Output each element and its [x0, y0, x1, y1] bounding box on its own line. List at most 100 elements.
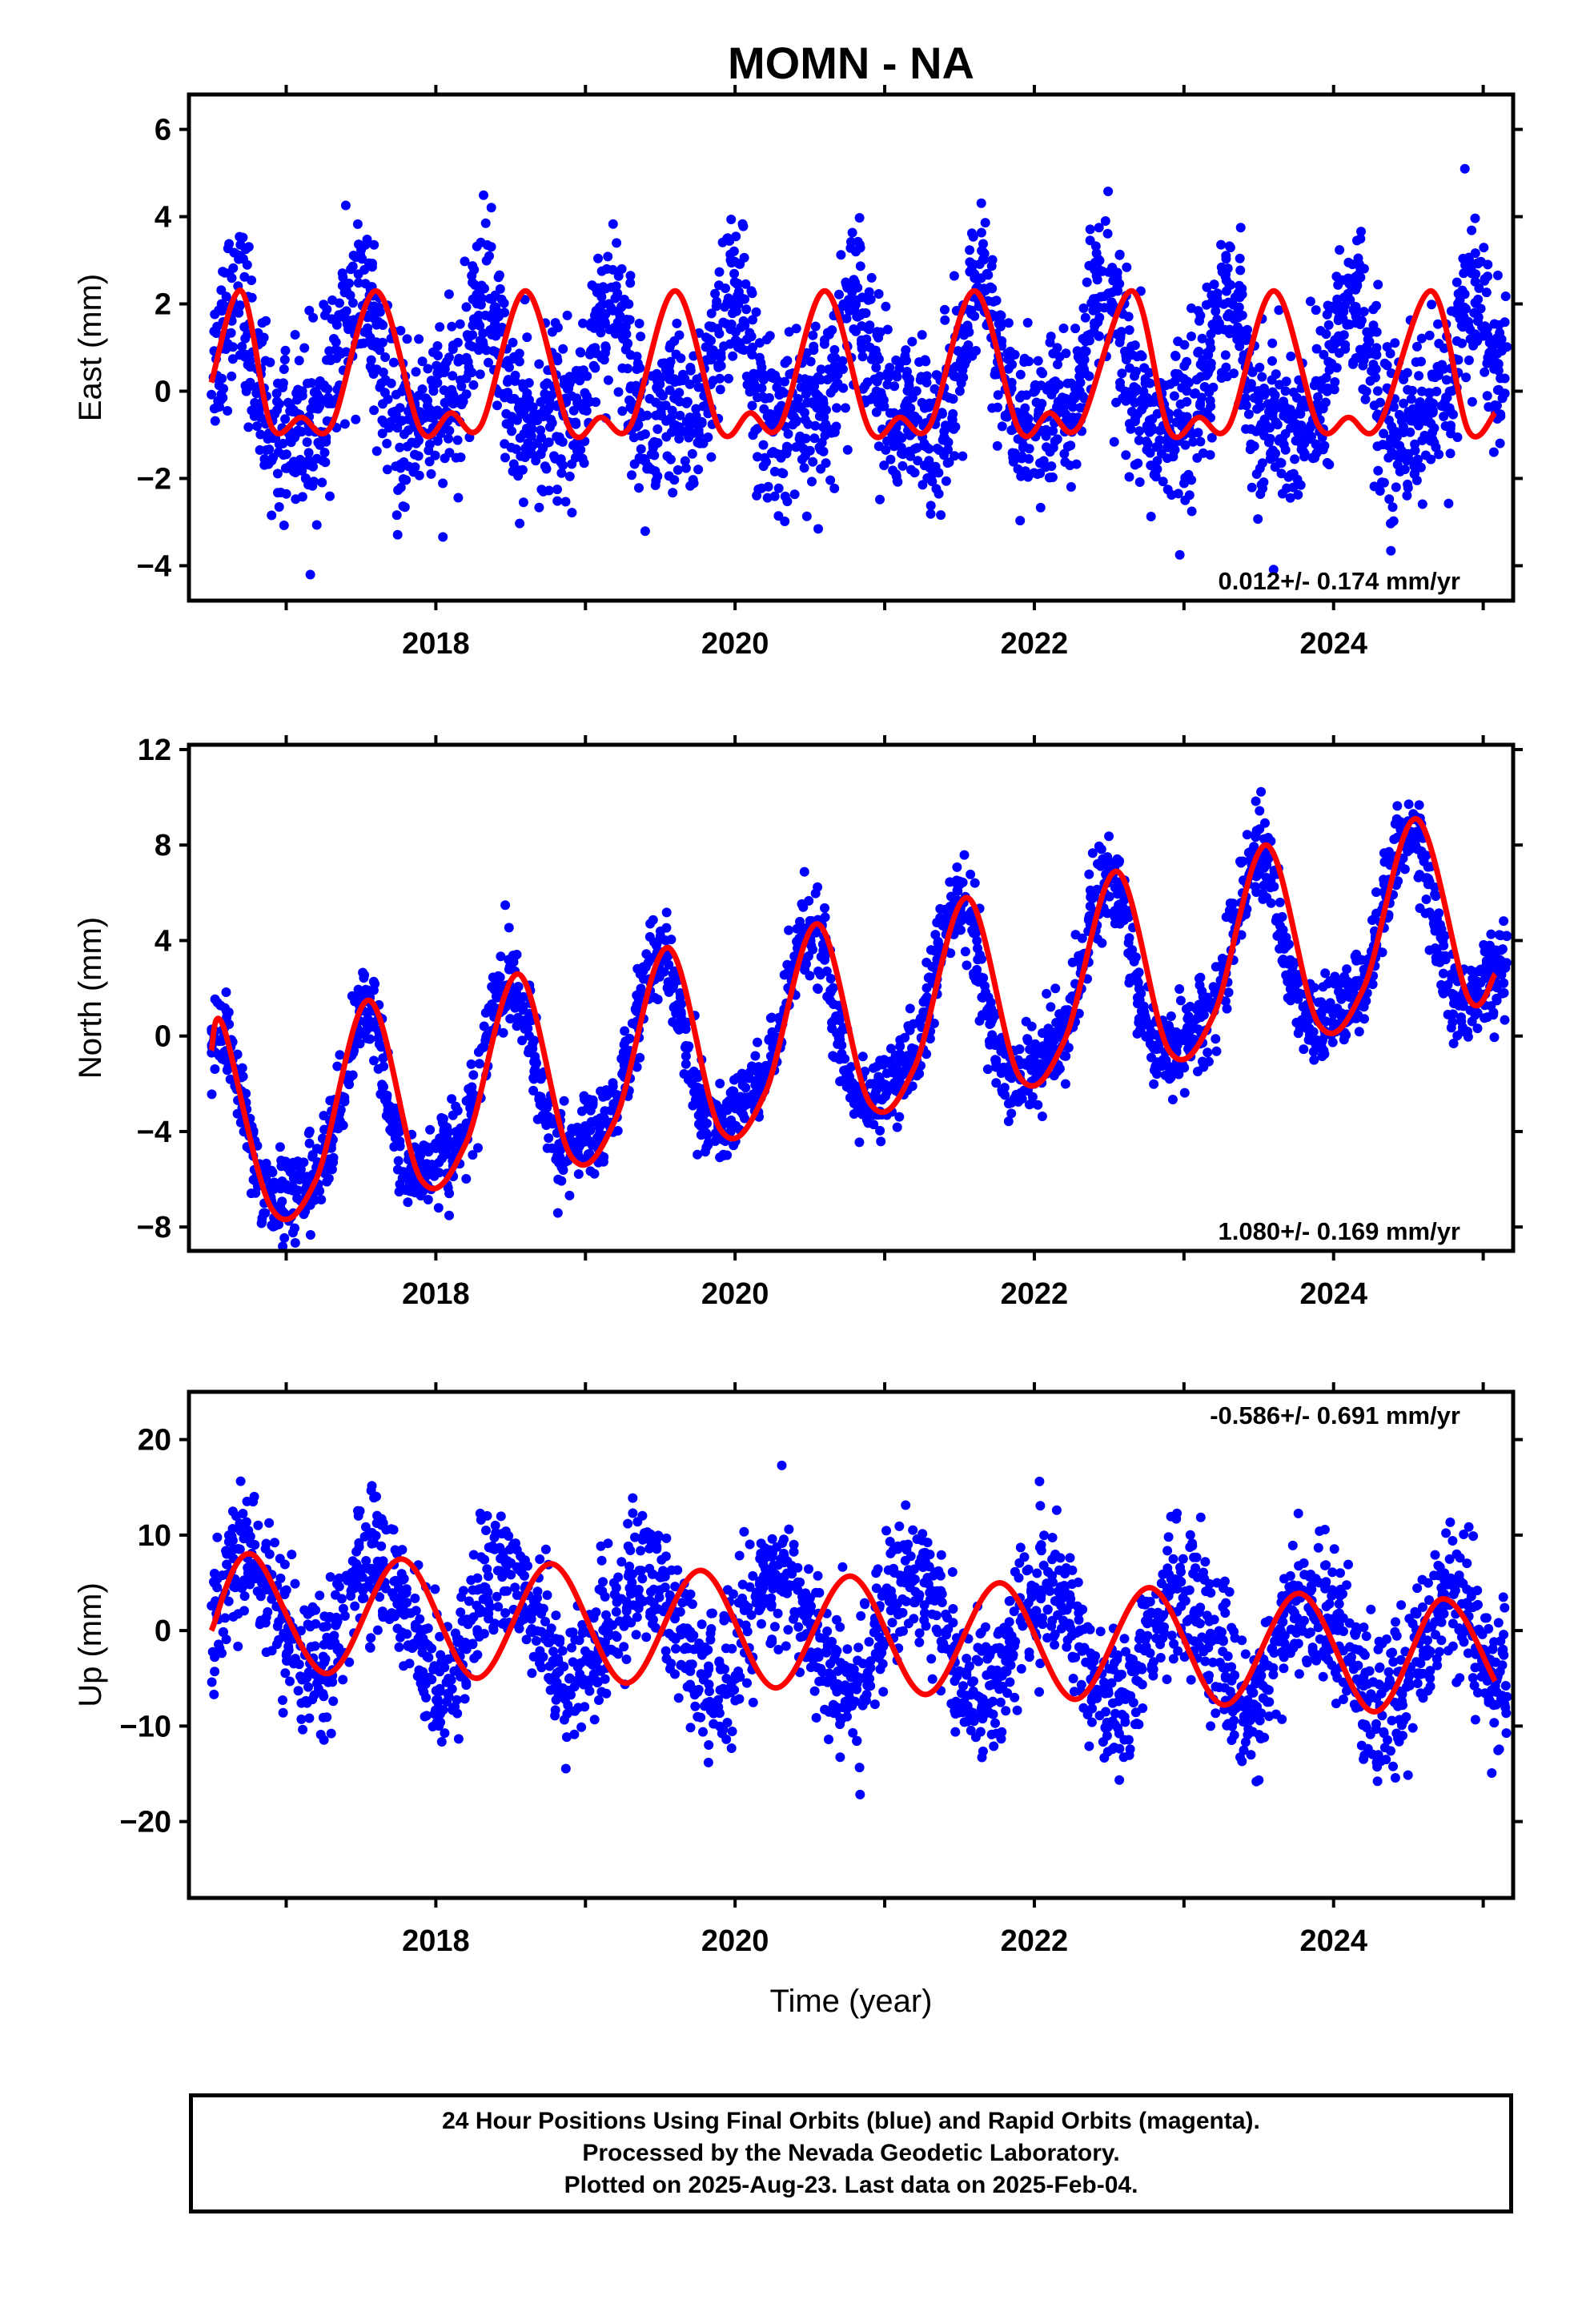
data-point	[795, 431, 805, 441]
data-point	[382, 1092, 392, 1103]
data-point	[544, 437, 554, 448]
data-point	[476, 280, 487, 291]
data-point	[278, 378, 288, 388]
data-point	[435, 322, 445, 332]
data-point	[502, 377, 512, 387]
data-point	[1060, 1079, 1070, 1089]
data-point	[306, 404, 316, 414]
data-point	[520, 295, 530, 305]
data-point	[595, 302, 604, 312]
data-point	[917, 330, 927, 340]
data-point	[783, 428, 793, 439]
data-point	[544, 1133, 554, 1144]
data-point	[906, 464, 916, 475]
data-point	[1095, 292, 1106, 302]
data-point	[859, 1109, 869, 1120]
data-point	[544, 485, 554, 496]
data-point	[243, 422, 254, 432]
data-point	[223, 406, 233, 416]
data-point	[1386, 545, 1396, 556]
data-point	[965, 245, 975, 255]
data-point	[1230, 292, 1240, 303]
data-point	[1221, 251, 1231, 261]
data-point	[452, 435, 463, 445]
data-point	[1295, 408, 1306, 419]
data-point	[799, 866, 809, 877]
data-point	[247, 292, 257, 303]
data-point	[1017, 468, 1026, 478]
data-point	[369, 239, 379, 250]
data-point	[693, 425, 704, 436]
data-point	[596, 1086, 606, 1096]
data-point	[1186, 506, 1197, 517]
data-point	[760, 452, 770, 463]
data-point	[718, 1151, 729, 1160]
data-point	[1033, 356, 1043, 366]
data-point	[948, 394, 958, 404]
data-point	[210, 1064, 220, 1074]
data-point	[564, 1190, 575, 1200]
data-point	[725, 255, 736, 265]
data-point	[1060, 457, 1070, 467]
data-point	[337, 268, 347, 279]
data-point	[717, 237, 728, 247]
data-point	[727, 1086, 737, 1096]
data-point	[530, 1064, 540, 1075]
data-point	[398, 501, 408, 512]
data-point	[650, 466, 661, 476]
data-point	[1208, 382, 1219, 392]
data-point	[714, 328, 725, 339]
data-point	[482, 239, 492, 250]
data-point	[1492, 270, 1503, 280]
data-point	[456, 452, 466, 462]
data-point	[757, 383, 767, 393]
data-point	[1060, 1005, 1070, 1015]
data-point	[1019, 357, 1030, 367]
data-point	[855, 261, 865, 271]
data-point	[596, 292, 607, 302]
data-point	[305, 1230, 315, 1240]
data-point	[378, 320, 388, 330]
data-point	[221, 987, 231, 997]
data-point	[219, 267, 230, 278]
data-point	[1283, 939, 1294, 950]
data-point	[481, 255, 492, 266]
data-point	[918, 1007, 929, 1017]
data-point	[1179, 1063, 1190, 1073]
data-point	[1267, 356, 1277, 366]
data-point	[274, 439, 284, 449]
data-point	[1258, 484, 1267, 493]
data-point	[1275, 897, 1285, 907]
data-point	[1459, 302, 1469, 312]
data-point	[1406, 394, 1416, 404]
data-point	[1100, 216, 1110, 226]
data-point	[616, 1054, 627, 1063]
data-point	[845, 280, 855, 291]
data-point	[1415, 462, 1426, 472]
data-point	[432, 378, 443, 388]
data-point	[363, 328, 372, 338]
data-point	[1142, 392, 1152, 403]
data-point	[875, 494, 885, 505]
data-point	[1109, 436, 1119, 447]
data-point	[500, 900, 511, 911]
data-point	[813, 984, 823, 994]
data-point	[1150, 1061, 1161, 1072]
data-point	[706, 336, 716, 346]
data-point	[894, 1112, 905, 1122]
data-point	[460, 256, 470, 267]
data-point	[1168, 452, 1178, 462]
data-point	[608, 264, 618, 275]
data-point	[1015, 516, 1026, 526]
data-point	[500, 452, 510, 463]
data-point	[351, 414, 361, 424]
data-point	[1267, 338, 1278, 348]
data-point	[1215, 961, 1226, 971]
data-point	[733, 279, 743, 288]
data-point	[325, 491, 335, 501]
data-point	[987, 283, 998, 294]
data-point	[344, 278, 354, 288]
data-point	[721, 283, 730, 293]
data-point	[1356, 316, 1367, 326]
data-point	[1319, 440, 1330, 451]
